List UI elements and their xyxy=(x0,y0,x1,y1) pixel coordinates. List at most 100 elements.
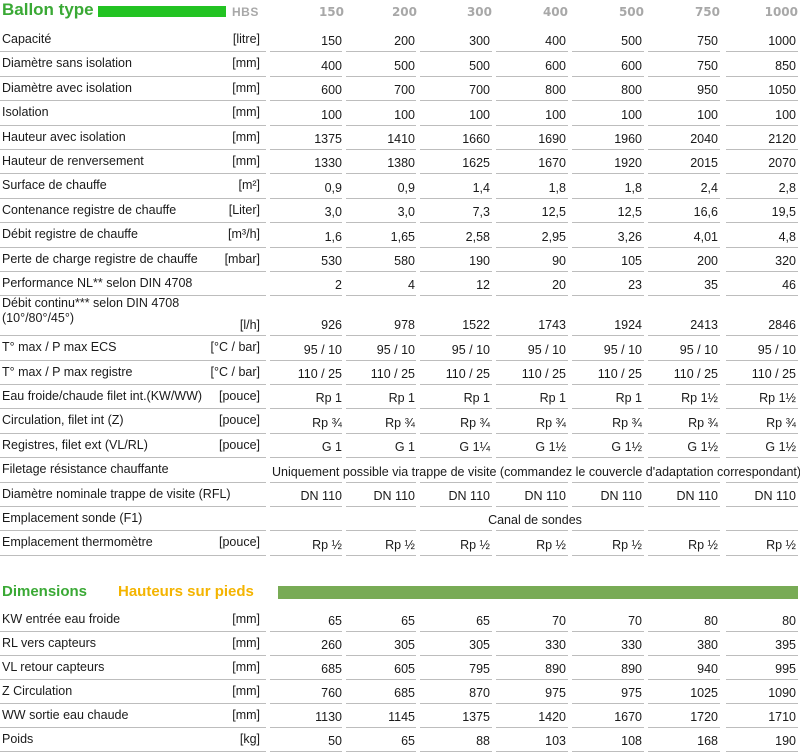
merged-cell: Canal de sondes xyxy=(488,513,582,528)
cell-value: 110 / 25 xyxy=(751,367,796,382)
row-divider xyxy=(726,703,798,704)
row-divider xyxy=(420,197,492,199)
cell-value: 605 xyxy=(394,662,415,676)
cell-value: 100 xyxy=(697,107,718,122)
row-divider xyxy=(0,197,266,199)
cell-value: Rp ¾ xyxy=(766,415,796,430)
row-divider xyxy=(726,148,798,150)
cell-value: 12,5 xyxy=(617,205,642,220)
cell-value: 2,58 xyxy=(465,229,490,244)
row-divider xyxy=(420,679,492,680)
row-divider xyxy=(0,173,266,175)
cell-value: DN 110 xyxy=(448,489,490,504)
capacity-header: 500 xyxy=(618,5,644,19)
row-label: Débit registre de chauffe xyxy=(2,227,138,242)
row-divider xyxy=(648,335,720,337)
row-divider xyxy=(496,554,568,556)
cell-value: 7,3 xyxy=(472,205,490,220)
row-divider xyxy=(0,703,266,704)
row-label: Filetage résistance chauffante xyxy=(2,462,169,477)
row-divider xyxy=(648,481,720,483)
cell-value: 1670 xyxy=(614,710,642,724)
row-unit: [°C / bar] xyxy=(210,364,260,379)
cell-value: 685 xyxy=(321,662,342,676)
row-divider xyxy=(0,481,266,483)
row-divider xyxy=(648,530,720,532)
cell-value: 1380 xyxy=(387,156,415,171)
cell-value: 168 xyxy=(697,734,718,748)
row-divider xyxy=(572,124,644,126)
cell-value: 500 xyxy=(621,34,642,49)
cell-value: 4 xyxy=(408,278,415,293)
row-divider xyxy=(572,457,644,459)
row-label: Poids xyxy=(2,732,34,746)
row-divider xyxy=(270,246,342,248)
cell-value: 190 xyxy=(775,734,796,748)
row-divider xyxy=(648,554,720,556)
cell-value: 1,65 xyxy=(390,229,415,244)
row-divider xyxy=(648,246,720,248)
row-divider xyxy=(648,124,720,126)
cell-value: 150 xyxy=(321,34,342,49)
cell-value: 305 xyxy=(469,638,490,652)
cell-value: 80 xyxy=(782,614,796,628)
capacity-header: 750 xyxy=(694,5,720,19)
cell-value: 12 xyxy=(476,278,490,293)
cell-value: 1720 xyxy=(690,710,718,724)
row-divider xyxy=(648,222,720,224)
cell-value: 20 xyxy=(552,278,566,293)
cell-value: Rp ¾ xyxy=(460,415,490,430)
cell-value: 95 / 10 xyxy=(376,342,415,357)
row-divider xyxy=(270,408,342,410)
cell-value: 950 xyxy=(697,83,718,98)
cell-value: 300 xyxy=(469,34,490,49)
row-divider xyxy=(496,481,568,483)
cell-value: G 1½ xyxy=(611,440,642,455)
row-divider xyxy=(346,359,416,361)
cell-value: 0,9 xyxy=(397,180,415,195)
cell-value: 2,95 xyxy=(541,229,566,244)
cell-value: 65 xyxy=(401,614,415,628)
row-divider xyxy=(496,408,568,410)
dimensions-header: Dimensions Hauteurs sur pieds xyxy=(0,580,800,606)
table-row: Diamètre sans isolation [mm] 400 500 500 600 6… xyxy=(0,52,800,77)
row-divider xyxy=(496,124,568,126)
cell-value: 4,01 xyxy=(693,229,718,244)
cell-value: 70 xyxy=(552,614,566,628)
row-divider xyxy=(572,270,644,272)
row-divider xyxy=(270,295,342,297)
row-label: T° max / P max registre xyxy=(2,364,133,379)
row-divider xyxy=(496,246,568,248)
cell-value: 800 xyxy=(545,83,566,98)
cell-value: 80 xyxy=(704,614,718,628)
row-divider xyxy=(420,655,492,656)
capacity-header: 150 xyxy=(318,5,344,19)
cell-value: 95 / 10 xyxy=(527,342,566,357)
cell-value: 1000 xyxy=(768,34,796,49)
table-row: Isolation [mm] 100 100 100 100 100 100 100 xyxy=(0,101,800,126)
row-divider xyxy=(572,222,644,224)
cell-value: 1090 xyxy=(768,686,796,700)
row-divider xyxy=(496,148,568,150)
cell-value: DN 110 xyxy=(300,489,342,504)
row-divider xyxy=(270,173,342,175)
row-divider xyxy=(496,173,568,175)
row-divider xyxy=(346,75,416,77)
row-divider xyxy=(420,432,492,434)
cell-value: Rp ¾ xyxy=(312,415,342,430)
table-row: WW sortie eau chaude [mm] 1130 1145 1375 1420… xyxy=(0,704,800,728)
row-divider xyxy=(572,173,644,175)
cell-value: 260 xyxy=(321,638,342,652)
cell-value: 926 xyxy=(321,318,342,333)
row-divider xyxy=(346,408,416,410)
cell-value: 330 xyxy=(621,638,642,652)
row-divider xyxy=(648,148,720,150)
cell-value: 530 xyxy=(321,253,342,268)
row-divider xyxy=(726,100,798,102)
cell-value: 380 xyxy=(697,638,718,652)
row-divider xyxy=(0,246,266,248)
row-divider xyxy=(648,197,720,199)
cell-value: 330 xyxy=(545,638,566,652)
row-label: Perte de charge registre de chauffe xyxy=(2,251,198,266)
row-divider xyxy=(726,197,798,199)
